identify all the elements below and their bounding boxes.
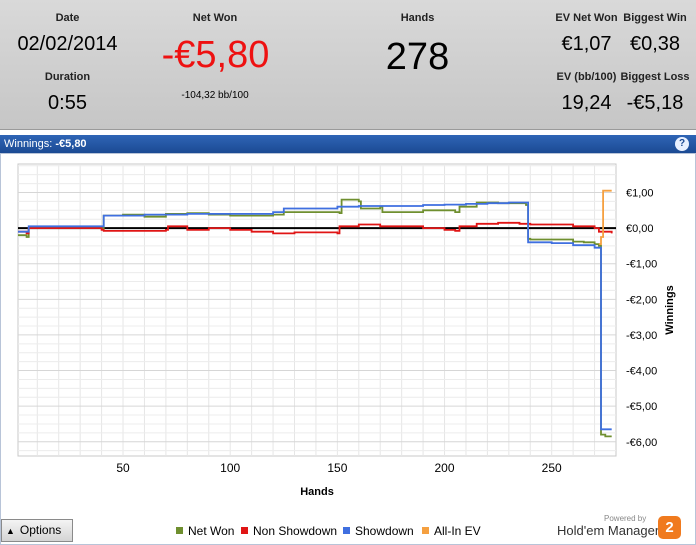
hem2-logo-icon: 2 [658,516,681,539]
y-tick-label: -€4,00 [626,366,657,378]
y-axis-label: Winnings [664,285,676,334]
legend-swatch [241,527,248,534]
ev-netwon-label: EV Net Won [555,12,618,24]
x-axis-label: Hands [300,486,334,498]
netwon-value: -€5,80 [161,34,270,76]
ev-netwon-value: €1,07 [561,33,612,55]
summary-panel: Date 02/02/2014 Duration 0:55 Net Won -€… [0,0,696,130]
chart-title-value: -€5,80 [55,138,87,150]
winnings-chart: 50 100 150 200 250 €1,00 €0,00 -€1,00 -€2,00 -€3,… [17,163,676,498]
x-tick-label: 50 [116,461,130,475]
y-tick-label: -€3,00 [626,330,657,342]
triangle-up-icon: ▲ [6,526,15,536]
biggest-loss-value: -€5,18 [626,92,684,114]
legend-swatch [343,527,350,534]
legend-label: Showdown [355,524,414,538]
date-label: Date [55,12,80,24]
options-label: Options [19,523,62,537]
ev-bb100-value: 19,24 [561,92,612,114]
chart-area: 50 100 150 200 250 €1,00 €0,00 -€1,00 -€2,00 -€3,… [0,153,696,545]
y-tick-label: €0,00 [626,223,654,235]
netwon-bb100: -104,32 bb/100 [181,90,249,101]
options-button[interactable]: ▲ Options [1,519,73,542]
legend-item-non-showdown[interactable]: Non Showdown [241,524,337,538]
y-tick-label: -€2,00 [626,294,657,306]
biggest-loss-label: Biggest Loss [620,71,690,83]
legend-swatch [176,527,183,534]
legend-swatch [422,527,429,534]
legend-item-all-in-ev[interactable]: All-In EV [422,524,481,538]
hands-value: 278 [385,36,450,78]
series-line-net-won [18,198,612,438]
help-icon[interactable]: ? [675,137,689,151]
netwon-label: Net Won [192,12,238,24]
y-tick-label: €1,00 [626,187,654,199]
x-tick-label: 150 [327,461,347,475]
brand-name: Hold'em Manager [557,523,660,538]
x-tick-label: 250 [542,461,562,475]
legend-label: All-In EV [434,524,481,538]
legend-item-showdown[interactable]: Showdown [343,524,414,538]
duration-value: 0:55 [48,92,87,114]
x-tick-label: 200 [435,461,455,475]
biggest-win-label: Biggest Win [623,12,687,24]
legend-label: Non Showdown [253,524,338,538]
hands-label: Hands [400,12,435,24]
date-value: 02/02/2014 [17,33,118,55]
duration-label: Duration [44,71,91,83]
legend-item-net-won[interactable]: Net Won [176,524,234,538]
series-line-non-showdown [18,221,613,235]
powered-by-text: Powered by [604,514,647,523]
chart-title-prefix: Winnings: [4,138,53,150]
y-tick-label: -€5,00 [626,401,657,413]
series-line-all-in-ev [598,189,612,245]
legend-label: Net Won [188,524,235,538]
chart-title-bar: Winnings: -€5,80 ? [0,135,696,153]
biggest-win-value: €0,38 [629,33,681,55]
y-tick-label: -€1,00 [626,259,657,271]
ev-bb100-label: EV (bb/100) [556,71,617,83]
series-line-showdown [18,201,612,431]
x-tick-label: 100 [220,461,240,475]
y-tick-label: -€6,00 [626,437,657,449]
